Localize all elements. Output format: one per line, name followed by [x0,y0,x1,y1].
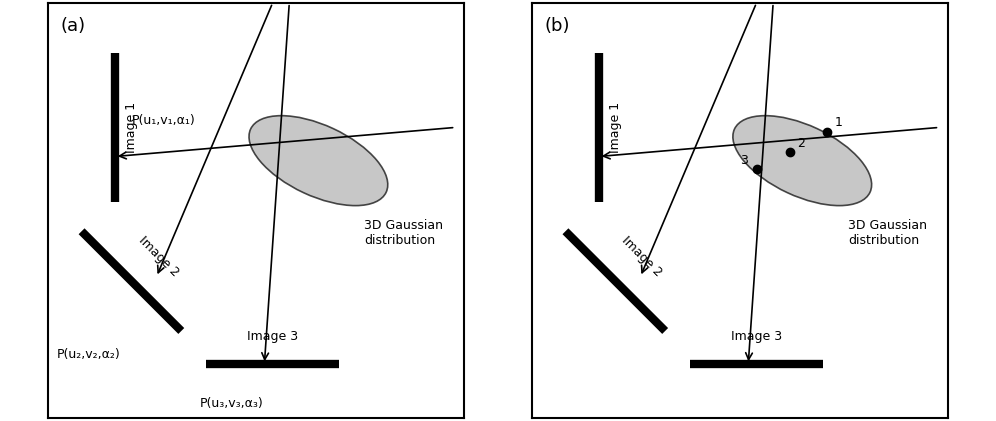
Text: (a): (a) [61,17,86,35]
Text: 3D Gaussian
distribution: 3D Gaussian distribution [365,219,443,247]
Text: 1: 1 [835,117,843,130]
Text: (b): (b) [545,17,570,35]
Text: Image 2: Image 2 [620,234,664,279]
Ellipse shape [733,116,872,205]
Text: Image 3: Image 3 [731,330,782,344]
Text: Image 1: Image 1 [125,102,138,153]
Text: Image 1: Image 1 [610,102,622,153]
Text: 3: 3 [740,154,748,167]
Text: P(u₂,v₂,α₂): P(u₂,v₂,α₂) [57,348,121,361]
Text: P(u₁,v₁,α₁): P(u₁,v₁,α₁) [131,115,195,128]
Text: Image 3: Image 3 [247,330,298,344]
Ellipse shape [249,116,387,205]
Text: 2: 2 [797,137,805,150]
Text: 3D Gaussian
distribution: 3D Gaussian distribution [848,219,927,247]
Text: Image 2: Image 2 [135,234,181,279]
Text: P(u₃,v₃,α₃): P(u₃,v₃,α₃) [199,397,263,410]
